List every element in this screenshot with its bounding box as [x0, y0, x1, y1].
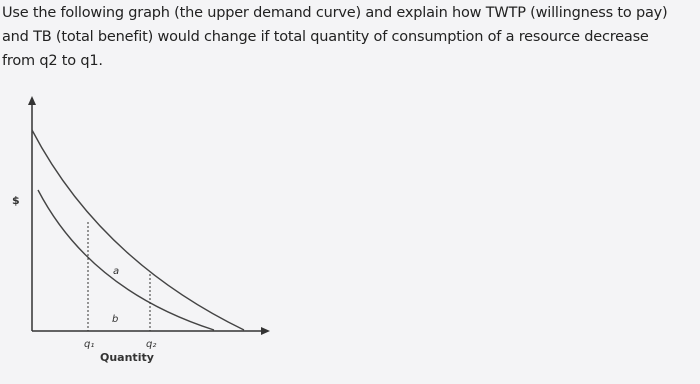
q1-label: q₁: [84, 339, 94, 350]
x-arrow: [261, 327, 270, 335]
lower-demand-curve: [37, 189, 215, 331]
area-b-label: b: [112, 314, 118, 325]
y-arrow: [28, 96, 36, 105]
upper-demand-curve: [31, 129, 245, 331]
question-line: Use the following graph (the upper deman…: [2, 5, 668, 21]
x-label: Quantity: [100, 351, 154, 364]
y-label: $: [12, 194, 20, 207]
question-line: and TB (total benefit) would change if t…: [2, 29, 649, 45]
question-line: from q2 to q1.: [2, 53, 103, 69]
q2-label: q₂: [146, 339, 156, 350]
area-a-label: a: [113, 266, 119, 277]
